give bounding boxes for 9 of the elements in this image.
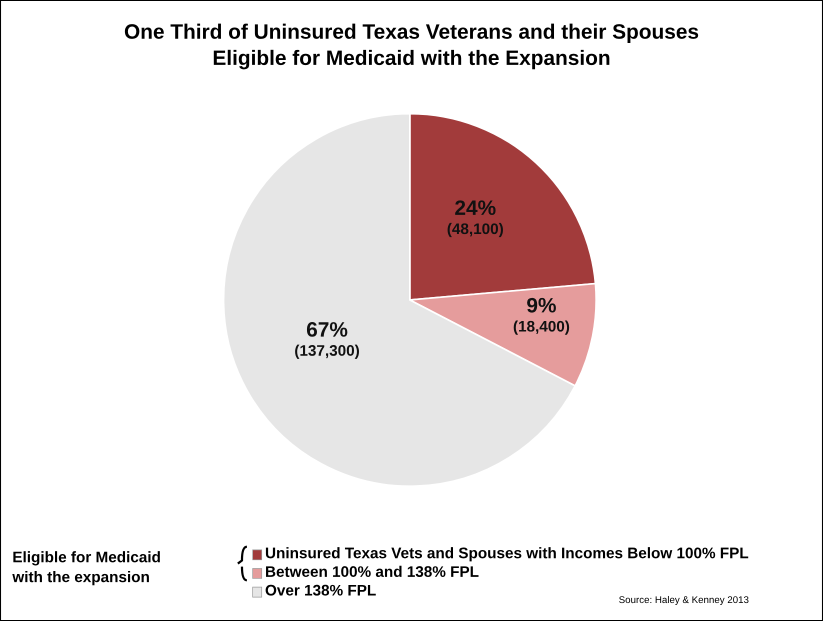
legend-label: Over 138% FPL: [266, 584, 376, 596]
data-label: 9% (18,400): [514, 298, 570, 335]
data-label: 24% (48,100): [448, 200, 503, 238]
legend-label: Between 100% and 138% FPL: [266, 566, 479, 577]
legend-label: Uninsured Texas Vets and Spouses with Incomes Below 100% FPL: [266, 547, 748, 562]
source-note: Source: Haley & Kenney 2013: [619, 596, 749, 606]
legend-title: Eligible for Medicaid with the expansion: [12, 551, 160, 586]
chart-title: One Third of Uninsured Texas Veterans and their Spouses Eligible for Medicaid with the Expansion: [124, 24, 698, 70]
data-label: 67% (137,300): [295, 322, 359, 359]
